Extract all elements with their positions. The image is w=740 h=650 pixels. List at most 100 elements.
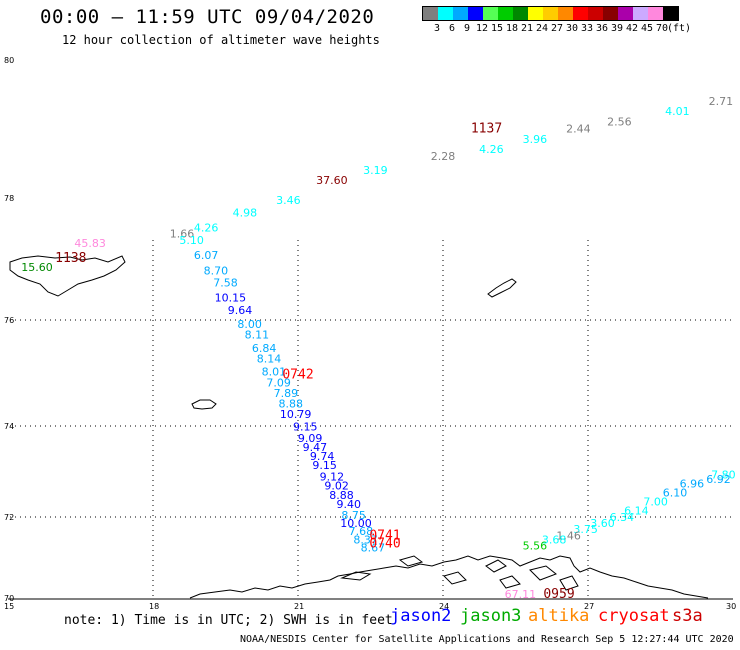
legend-label: (ft) (666, 23, 692, 34)
wave-height-label: 45.83 (74, 237, 106, 250)
wave-height-label: 3.46 (276, 194, 301, 207)
legend-swatch (498, 7, 513, 20)
wave-height-label: 1.66 (170, 228, 195, 241)
legend-label: 36 (595, 23, 609, 34)
wave-height-label: 9.40 (337, 498, 362, 511)
legend-label: 33 (580, 23, 594, 34)
wave-height-label: 8.88 (329, 489, 354, 502)
lat-tick-label: 76 (4, 316, 14, 325)
footer-credit: NOAA/NESDIS Center for Satellite Applica… (240, 634, 734, 645)
wave-height-label: 6.34 (610, 511, 635, 524)
wave-height-label: 2.28 (431, 150, 456, 163)
lat-tick-label: 80 (4, 56, 14, 65)
wave-height-label: 7.58 (213, 276, 238, 289)
pass-time-label: 0740 (369, 536, 400, 551)
legend-label: 45 (640, 23, 654, 34)
legend-swatch (453, 7, 468, 20)
lon-tick-label: 18 (149, 602, 159, 611)
satellite-label: altika (528, 606, 590, 626)
wave-height-label: 5.56 (523, 539, 548, 552)
legend-label: 21 (520, 23, 534, 34)
wave-height-label: 8.88 (279, 397, 304, 410)
lat-tick-label: 72 (4, 513, 14, 522)
legend-swatch (618, 7, 633, 20)
wave-height-label: 4.01 (665, 105, 690, 118)
legend-label: 6 (448, 23, 456, 34)
satellite-label: s3a (672, 606, 703, 626)
wave-height-label: 4.26 (479, 143, 504, 156)
lat-tick-label: 78 (4, 194, 14, 203)
legend-swatch (438, 7, 453, 20)
lon-tick-label: 24 (439, 602, 449, 611)
wave-height-label: 6.07 (194, 249, 219, 262)
wave-height-label: 3.75 (573, 523, 598, 536)
wave-height-label: 8.67 (361, 541, 386, 554)
bear-island (191, 399, 217, 410)
wave-height-label: 6.96 (680, 477, 705, 490)
wave-height-label: 1.46 (556, 529, 581, 542)
wave-height-label: 3.60 (590, 517, 615, 530)
wave-height-label: 8.01 (262, 366, 287, 379)
legend-label: 27 (550, 23, 564, 34)
wave-height-label: 8.14 (257, 352, 282, 365)
legend-swatch (513, 7, 528, 20)
color-legend: 3 6 9 12 15 18 21 24 27 30 33 36 39 42 45 70 (ft) (422, 6, 691, 35)
wave-height-label: 10.79 (280, 408, 312, 421)
wave-height-label: 67.11 (505, 588, 537, 601)
wave-height-label: 9.64 (228, 304, 253, 317)
legend-label: 70 (655, 23, 669, 34)
legend-swatch (543, 7, 558, 20)
wave-height-label: 7.68 (349, 525, 374, 538)
lon-tick-label: 27 (584, 602, 594, 611)
wave-height-label: 9.02 (324, 480, 349, 493)
footer-note: note: 1) Time is in UTC; 2) SWH is in fe… (64, 613, 393, 628)
wave-height-label: 6.14 (624, 505, 649, 518)
wave-height-label: 7.80 (711, 468, 736, 481)
legend-swatch (468, 7, 483, 20)
wave-height-label: 6.92 (706, 473, 731, 486)
wave-height-label: 8.37 (353, 533, 378, 546)
pass-time-label: 0742 (282, 367, 313, 382)
lat-tick-label: 70 (4, 594, 14, 603)
graticule (8, 240, 733, 600)
legend-label: 42 (625, 23, 639, 34)
wave-height-label: 9.15 (312, 459, 337, 472)
islet-east (487, 278, 517, 298)
legend-swatch (573, 7, 588, 20)
wave-height-label: 8.75 (341, 509, 366, 522)
wave-height-label: 8.11 (245, 329, 270, 342)
wave-height-label: 9.09 (298, 432, 323, 445)
legend-swatch (558, 7, 573, 20)
legend-swatch (423, 7, 438, 20)
wave-height-label: 9.47 (303, 441, 328, 454)
legend-label: 18 (505, 23, 519, 34)
legend-label: 9 (463, 23, 471, 34)
wave-height-label: 37.60 (316, 174, 348, 187)
wave-height-label: 15.60 (21, 261, 53, 274)
pass-time-label: 0959 (543, 587, 574, 602)
coast-islands (340, 555, 579, 591)
legend-label: 30 (565, 23, 579, 34)
page-subtitle: 12 hour collection of altimeter wave hei… (62, 33, 380, 47)
wave-height-label: 3.68 (542, 533, 567, 546)
wave-height-label: 6.10 (663, 487, 688, 500)
page-title: 00:00 – 11:59 UTC 09/04/2020 (40, 6, 375, 28)
legend-swatch (603, 7, 618, 20)
legend-label: 39 (610, 23, 624, 34)
wave-height-label: 10.15 (215, 292, 247, 305)
lat-tick-label: 74 (4, 422, 14, 431)
legend-label: 24 (535, 23, 549, 34)
wave-height-label: 3.96 (523, 133, 548, 146)
satellite-label: jason2 (390, 606, 452, 626)
legend-swatch (483, 7, 498, 20)
lon-tick-label: 30 (726, 602, 736, 611)
wave-height-label: 9.15 (293, 421, 318, 434)
legend-labels: 3 6 9 12 15 18 21 24 27 30 33 36 39 42 45 70 (ft) (422, 21, 691, 35)
lon-tick-label: 15 (4, 602, 14, 611)
pass-time-label: 1137 (471, 121, 502, 136)
wave-height-label: 2.71 (709, 95, 734, 108)
coastlines (9, 255, 709, 599)
